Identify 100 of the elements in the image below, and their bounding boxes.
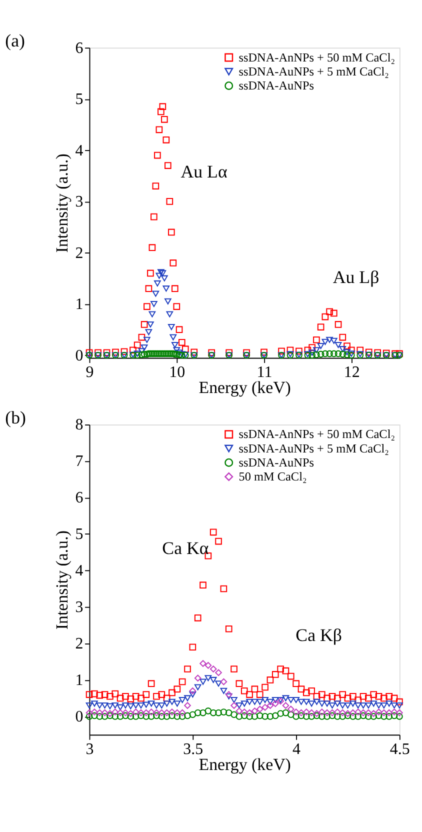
point <box>145 285 152 292</box>
point <box>138 348 146 354</box>
point <box>161 116 168 123</box>
point <box>317 342 324 350</box>
chart-title: (a) <box>5 30 26 51</box>
point <box>150 213 158 220</box>
point <box>140 350 148 358</box>
y-tick-label: 0 <box>75 347 84 364</box>
y-tick-label: 2 <box>75 244 84 262</box>
point <box>173 303 180 310</box>
legend-label: ssDNA-AuNPs + 5 mM CaCl₂ <box>238 64 389 78</box>
x-tick-label: 4 <box>292 740 301 758</box>
point <box>162 136 170 144</box>
point <box>103 349 110 356</box>
y-tick-label: 0 <box>75 708 84 726</box>
point <box>152 290 160 297</box>
point <box>339 346 346 352</box>
point <box>150 300 158 307</box>
y-axis-title: Intensity (a.u.) <box>52 154 72 253</box>
point <box>168 228 175 236</box>
legend-label: ssDNA-AuNPs <box>238 78 314 92</box>
chart-title: (b) <box>5 408 26 428</box>
point <box>162 286 170 292</box>
x-tick-label: 10 <box>169 364 186 382</box>
point <box>190 348 198 356</box>
point <box>322 313 329 320</box>
point <box>317 324 324 330</box>
point <box>147 270 154 277</box>
annotation: Au Lβ <box>332 266 380 287</box>
point <box>317 350 324 358</box>
y-tick-label: 7 <box>75 453 84 470</box>
point <box>168 324 175 330</box>
point <box>144 303 150 310</box>
legend-label: ssDNA-AnNPs + 50 mM CaCl₂ <box>238 50 395 64</box>
point <box>322 338 329 345</box>
y-tick-label: 2 <box>75 636 84 653</box>
annotation: Au Lα <box>180 161 228 182</box>
point <box>313 351 320 358</box>
point <box>356 346 364 354</box>
point <box>154 152 161 159</box>
point <box>339 334 346 341</box>
point <box>148 244 156 251</box>
point <box>130 346 136 354</box>
x-tick-label: 4.5 <box>390 740 410 758</box>
point <box>158 269 164 276</box>
point <box>156 272 163 279</box>
point <box>344 349 350 356</box>
point <box>159 103 166 110</box>
y-tick-label: 3 <box>75 194 84 211</box>
point <box>159 270 166 276</box>
point <box>112 348 119 356</box>
point <box>134 342 141 348</box>
point <box>326 308 333 316</box>
point <box>138 351 146 358</box>
point <box>145 329 152 336</box>
point <box>140 321 148 328</box>
y-axis-title: Intensity (a.u.) <box>52 530 72 630</box>
point <box>365 348 372 356</box>
point <box>334 350 342 358</box>
point <box>322 350 329 358</box>
point <box>170 260 177 266</box>
legend-label: ssDNA-AuNPs + 5 mM CaCl₂ <box>238 441 389 456</box>
point <box>161 275 168 282</box>
point <box>334 321 342 328</box>
point <box>140 344 148 351</box>
point <box>147 321 154 328</box>
point <box>154 280 161 286</box>
point <box>176 326 183 334</box>
y-tick-label: 4 <box>75 142 84 160</box>
point <box>144 350 150 358</box>
point <box>148 311 156 318</box>
point <box>348 346 355 354</box>
point <box>308 352 316 359</box>
point <box>173 347 180 354</box>
legend-label: 50 mM CaCl₂ <box>238 469 307 484</box>
point <box>156 126 163 134</box>
y-tick-label: 1 <box>75 672 84 690</box>
point <box>152 182 160 190</box>
point <box>334 342 342 348</box>
point <box>313 347 320 354</box>
y-tick-label: 6 <box>75 490 84 507</box>
point <box>144 336 150 343</box>
point <box>94 349 102 356</box>
point <box>339 350 346 358</box>
point <box>313 336 320 344</box>
point <box>226 349 232 356</box>
point <box>326 350 333 358</box>
point <box>208 349 216 356</box>
point <box>166 311 174 318</box>
point <box>330 350 338 358</box>
point <box>260 348 268 356</box>
y-tick-label: 4 <box>75 562 84 580</box>
point <box>158 108 164 116</box>
point <box>304 346 312 354</box>
point <box>166 198 174 205</box>
y-tick-label: 8 <box>75 416 84 434</box>
legend-label: ssDNA-AnNPs + 50 mM CaCl₂ <box>238 427 395 442</box>
y-tick-label: 5 <box>75 526 84 544</box>
point <box>374 349 382 356</box>
point <box>344 342 350 350</box>
